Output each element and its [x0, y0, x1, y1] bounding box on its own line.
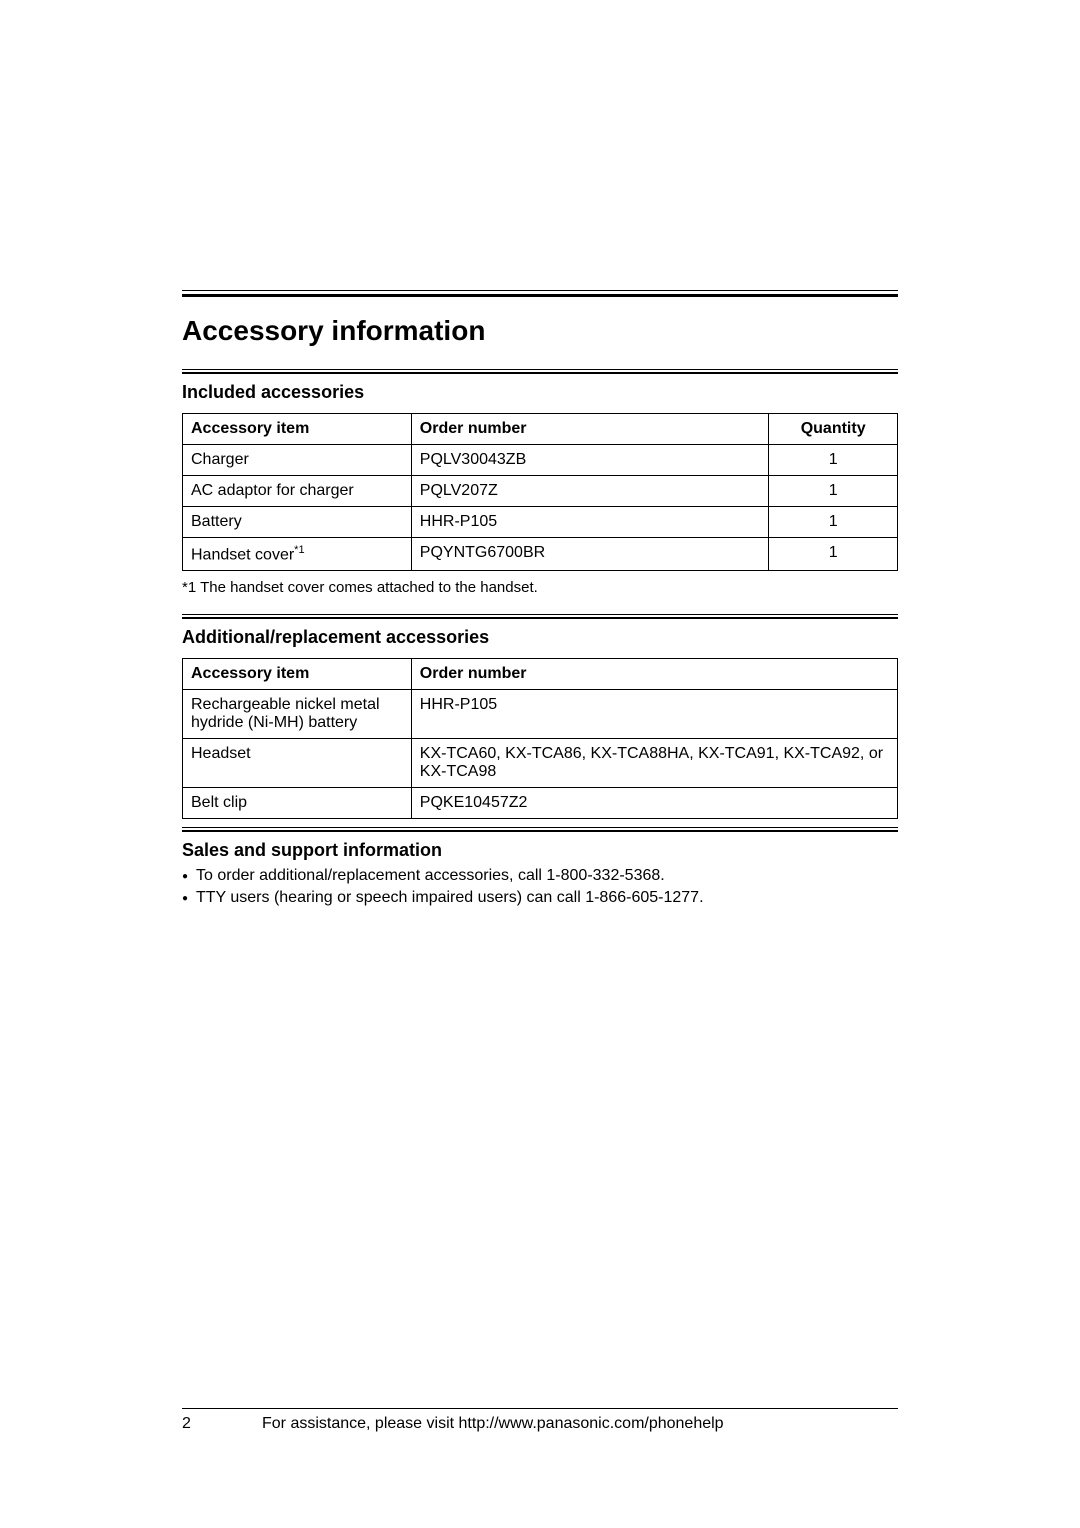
table-header-row: Accessory item Order number — [183, 659, 898, 690]
footer: 2 For assistance, please visit http://ww… — [182, 1408, 898, 1433]
cell-qty: 1 — [769, 476, 898, 507]
item-text: Handset cover — [191, 546, 294, 563]
footnote: *1 The handset cover comes attached to t… — [182, 579, 898, 596]
section-rule — [182, 369, 898, 374]
cell-qty: 1 — [769, 445, 898, 476]
cell-item: Rechargeable nickel metal hydride (Ni-MH… — [183, 690, 412, 739]
cell-item: Charger — [183, 445, 412, 476]
table-row: Charger PQLV30043ZB 1 — [183, 445, 898, 476]
main-heading: Accessory information — [182, 315, 898, 347]
top-rule — [182, 290, 898, 297]
table-row: Belt clip PQKE10457Z2 — [183, 788, 898, 819]
included-table: Accessory item Order number Quantity Cha… — [182, 413, 898, 571]
additional-heading: Additional/replacement accessories — [182, 627, 898, 648]
sup-text: *1 — [294, 544, 304, 556]
cell-order: HHR-P105 — [411, 507, 769, 538]
cell-item: Headset — [183, 739, 412, 788]
header-item: Accessory item — [183, 659, 412, 690]
table-row: AC adaptor for charger PQLV207Z 1 — [183, 476, 898, 507]
cell-item: Handset cover*1 — [183, 538, 412, 571]
cell-qty: 1 — [769, 538, 898, 571]
section-rule — [182, 614, 898, 619]
cell-item: Battery — [183, 507, 412, 538]
cell-order: PQKE10457Z2 — [411, 788, 897, 819]
list-item: TTY users (hearing or speech impaired us… — [182, 889, 898, 907]
included-heading: Included accessories — [182, 382, 898, 403]
cell-order: PQLV207Z — [411, 476, 769, 507]
footer-rule — [182, 1408, 898, 1409]
table-row: Rechargeable nickel metal hydride (Ni-MH… — [183, 690, 898, 739]
table-row: Headset KX-TCA60, KX-TCA86, KX-TCA88HA, … — [183, 739, 898, 788]
header-order: Order number — [411, 659, 897, 690]
additional-table: Accessory item Order number Rechargeable… — [182, 658, 898, 819]
table-row: Handset cover*1 PQYNTG6700BR 1 — [183, 538, 898, 571]
cell-item: AC adaptor for charger — [183, 476, 412, 507]
table-row: Battery HHR-P105 1 — [183, 507, 898, 538]
table-header-row: Accessory item Order number Quantity — [183, 414, 898, 445]
cell-order: HHR-P105 — [411, 690, 897, 739]
sales-heading: Sales and support information — [182, 840, 898, 861]
cell-order: PQLV30043ZB — [411, 445, 769, 476]
header-order: Order number — [411, 414, 769, 445]
page-number: 2 — [182, 1415, 262, 1433]
footer-text: 2 For assistance, please visit http://ww… — [182, 1415, 898, 1433]
cell-qty: 1 — [769, 507, 898, 538]
header-item: Accessory item — [183, 414, 412, 445]
cell-order: PQYNTG6700BR — [411, 538, 769, 571]
footer-message: For assistance, please visit http://www.… — [262, 1415, 898, 1433]
list-item: To order additional/replacement accessor… — [182, 867, 898, 885]
page-content: Accessory information Included accessori… — [0, 0, 1080, 961]
sales-list: To order additional/replacement accessor… — [182, 867, 898, 907]
header-qty: Quantity — [769, 414, 898, 445]
cell-order: KX-TCA60, KX-TCA86, KX-TCA88HA, KX-TCA91… — [411, 739, 897, 788]
cell-item: Belt clip — [183, 788, 412, 819]
section-rule — [182, 827, 898, 832]
